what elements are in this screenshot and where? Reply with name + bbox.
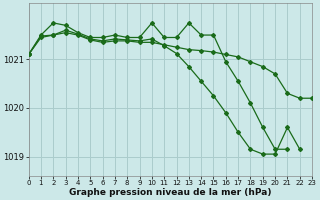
- X-axis label: Graphe pression niveau de la mer (hPa): Graphe pression niveau de la mer (hPa): [69, 188, 272, 197]
